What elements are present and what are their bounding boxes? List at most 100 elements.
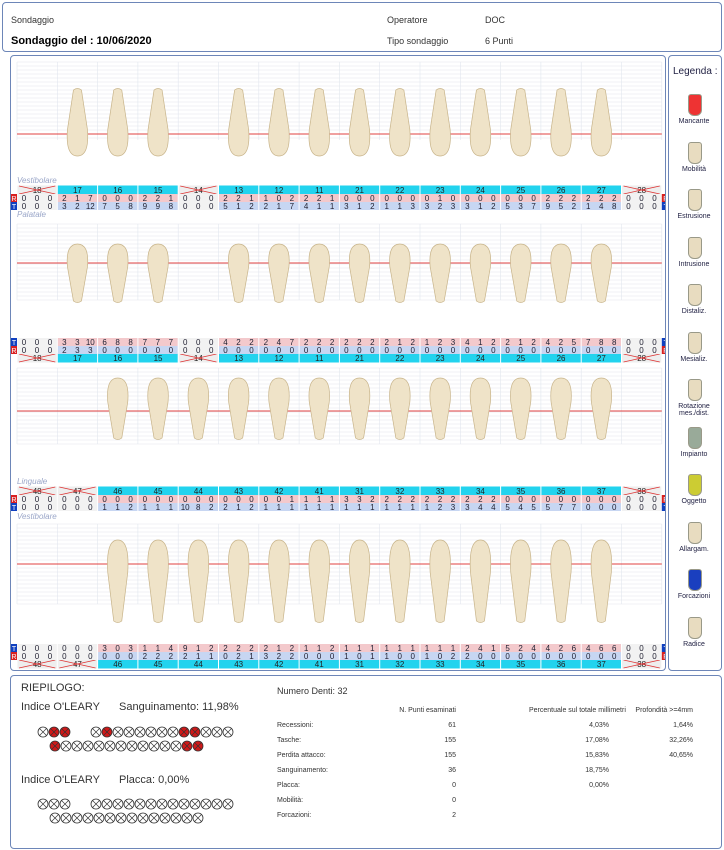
section-label: Vestibolare	[17, 176, 57, 185]
tooth-number: 23	[436, 354, 445, 363]
legend-item: Oggetto	[669, 498, 719, 505]
probing-value: 0	[518, 652, 523, 661]
row-label: T	[664, 505, 665, 512]
probing-value: 1	[169, 503, 174, 512]
probing-value: 3	[62, 202, 67, 211]
probing-value: 8	[128, 202, 133, 211]
probing-value: 1	[236, 503, 241, 512]
probing-value: 2	[223, 503, 228, 512]
probing-value: 2	[438, 202, 443, 211]
probing-value: 0	[626, 346, 631, 355]
probing-value: 0	[559, 346, 564, 355]
legend-icon	[688, 189, 702, 211]
probing-value: 1	[344, 652, 349, 661]
probing-value: 0	[330, 346, 335, 355]
probing-value: 0	[62, 652, 67, 661]
probing-value: 0	[465, 346, 470, 355]
probing-value: 0	[626, 503, 631, 512]
probing-value: 3	[465, 503, 470, 512]
probing-value: 0	[438, 346, 443, 355]
probing-value: 0	[196, 202, 201, 211]
probing-value: 9	[143, 202, 148, 211]
row-label: R	[663, 497, 665, 504]
tooth	[591, 540, 612, 623]
probing-value: 0	[410, 346, 415, 355]
tooth-number: 34	[476, 660, 485, 669]
tooth-number: 25	[516, 354, 525, 363]
tooth-number: 45	[154, 660, 163, 669]
tooth-number: 35	[516, 660, 525, 669]
probing-value: 1	[249, 652, 254, 661]
probing-value: 0	[169, 346, 174, 355]
probing-value: 0	[183, 202, 188, 211]
probing-value: 3	[451, 202, 456, 211]
tooth	[188, 540, 209, 623]
probing-value: 0	[35, 503, 40, 512]
row-label: R	[663, 348, 665, 355]
probing-value: 2	[370, 202, 375, 211]
tooth	[390, 378, 411, 440]
probing-value: 0	[35, 652, 40, 661]
row-label: R	[663, 196, 665, 203]
tooth	[470, 89, 491, 157]
probing-value: 0	[612, 503, 617, 512]
cell: 18,75%	[549, 767, 609, 774]
row-label: T	[12, 646, 17, 653]
probing-value: 2	[290, 652, 295, 661]
probing-value: 2	[451, 652, 456, 661]
probing-value: 1	[357, 503, 362, 512]
probing-value: 0	[478, 346, 483, 355]
probing-value: 1	[397, 202, 402, 211]
probing-value: 0	[397, 346, 402, 355]
tooth	[107, 378, 128, 440]
cell: 155	[396, 752, 456, 759]
probing-value: 0	[652, 346, 657, 355]
row-label: R	[11, 497, 16, 504]
probing-value: 1	[196, 652, 201, 661]
tooth	[349, 540, 370, 623]
cell: 0,00%	[549, 782, 609, 789]
probing-value: 0	[384, 346, 389, 355]
probing-value: 2	[572, 202, 577, 211]
legend-item: Mobilità	[669, 166, 719, 173]
tooth	[67, 244, 88, 303]
probing-value: 0	[559, 652, 564, 661]
probing-value: 0	[304, 652, 309, 661]
oleary-diagrams	[11, 676, 251, 848]
probing-value: 0	[223, 652, 228, 661]
tooth-number: 16	[113, 354, 122, 363]
probing-value: 0	[102, 652, 107, 661]
tooth	[269, 244, 290, 303]
probing-value: 0	[599, 652, 604, 661]
tooth-number: 26	[557, 354, 566, 363]
perio-chart: Vestibolare18000000172173212160007581522…	[11, 56, 665, 670]
operator: DOC	[485, 15, 505, 25]
tooth	[470, 378, 491, 440]
tooth-number: 33	[436, 660, 445, 669]
legend-icon	[688, 142, 702, 164]
probing-value: 0	[115, 652, 120, 661]
probing-value: 0	[639, 202, 644, 211]
legend-icon	[688, 427, 702, 449]
tooth	[430, 89, 451, 157]
probing-value: 4	[491, 503, 496, 512]
probing-value: 0	[599, 503, 604, 512]
tooth	[430, 378, 451, 440]
probing-value: 0	[48, 202, 53, 211]
cell: 17,08%	[549, 737, 609, 744]
probing-value: 1	[156, 503, 161, 512]
probing-value: 2	[128, 503, 133, 512]
probing-value: 3	[264, 652, 269, 661]
probing-value: 2	[264, 202, 269, 211]
cell: 36	[396, 767, 456, 774]
exam-label: Sondaggio	[11, 15, 54, 25]
legend-item: Intrusione	[669, 261, 719, 268]
probing-value: 0	[236, 346, 241, 355]
tooth	[148, 244, 169, 303]
row-name: Mobilità:	[277, 797, 303, 804]
probing-value: 0	[546, 652, 551, 661]
tooth	[349, 244, 370, 303]
tooth-number: 46	[113, 660, 122, 669]
tooth	[430, 540, 451, 623]
tooth-number: 42	[274, 660, 283, 669]
